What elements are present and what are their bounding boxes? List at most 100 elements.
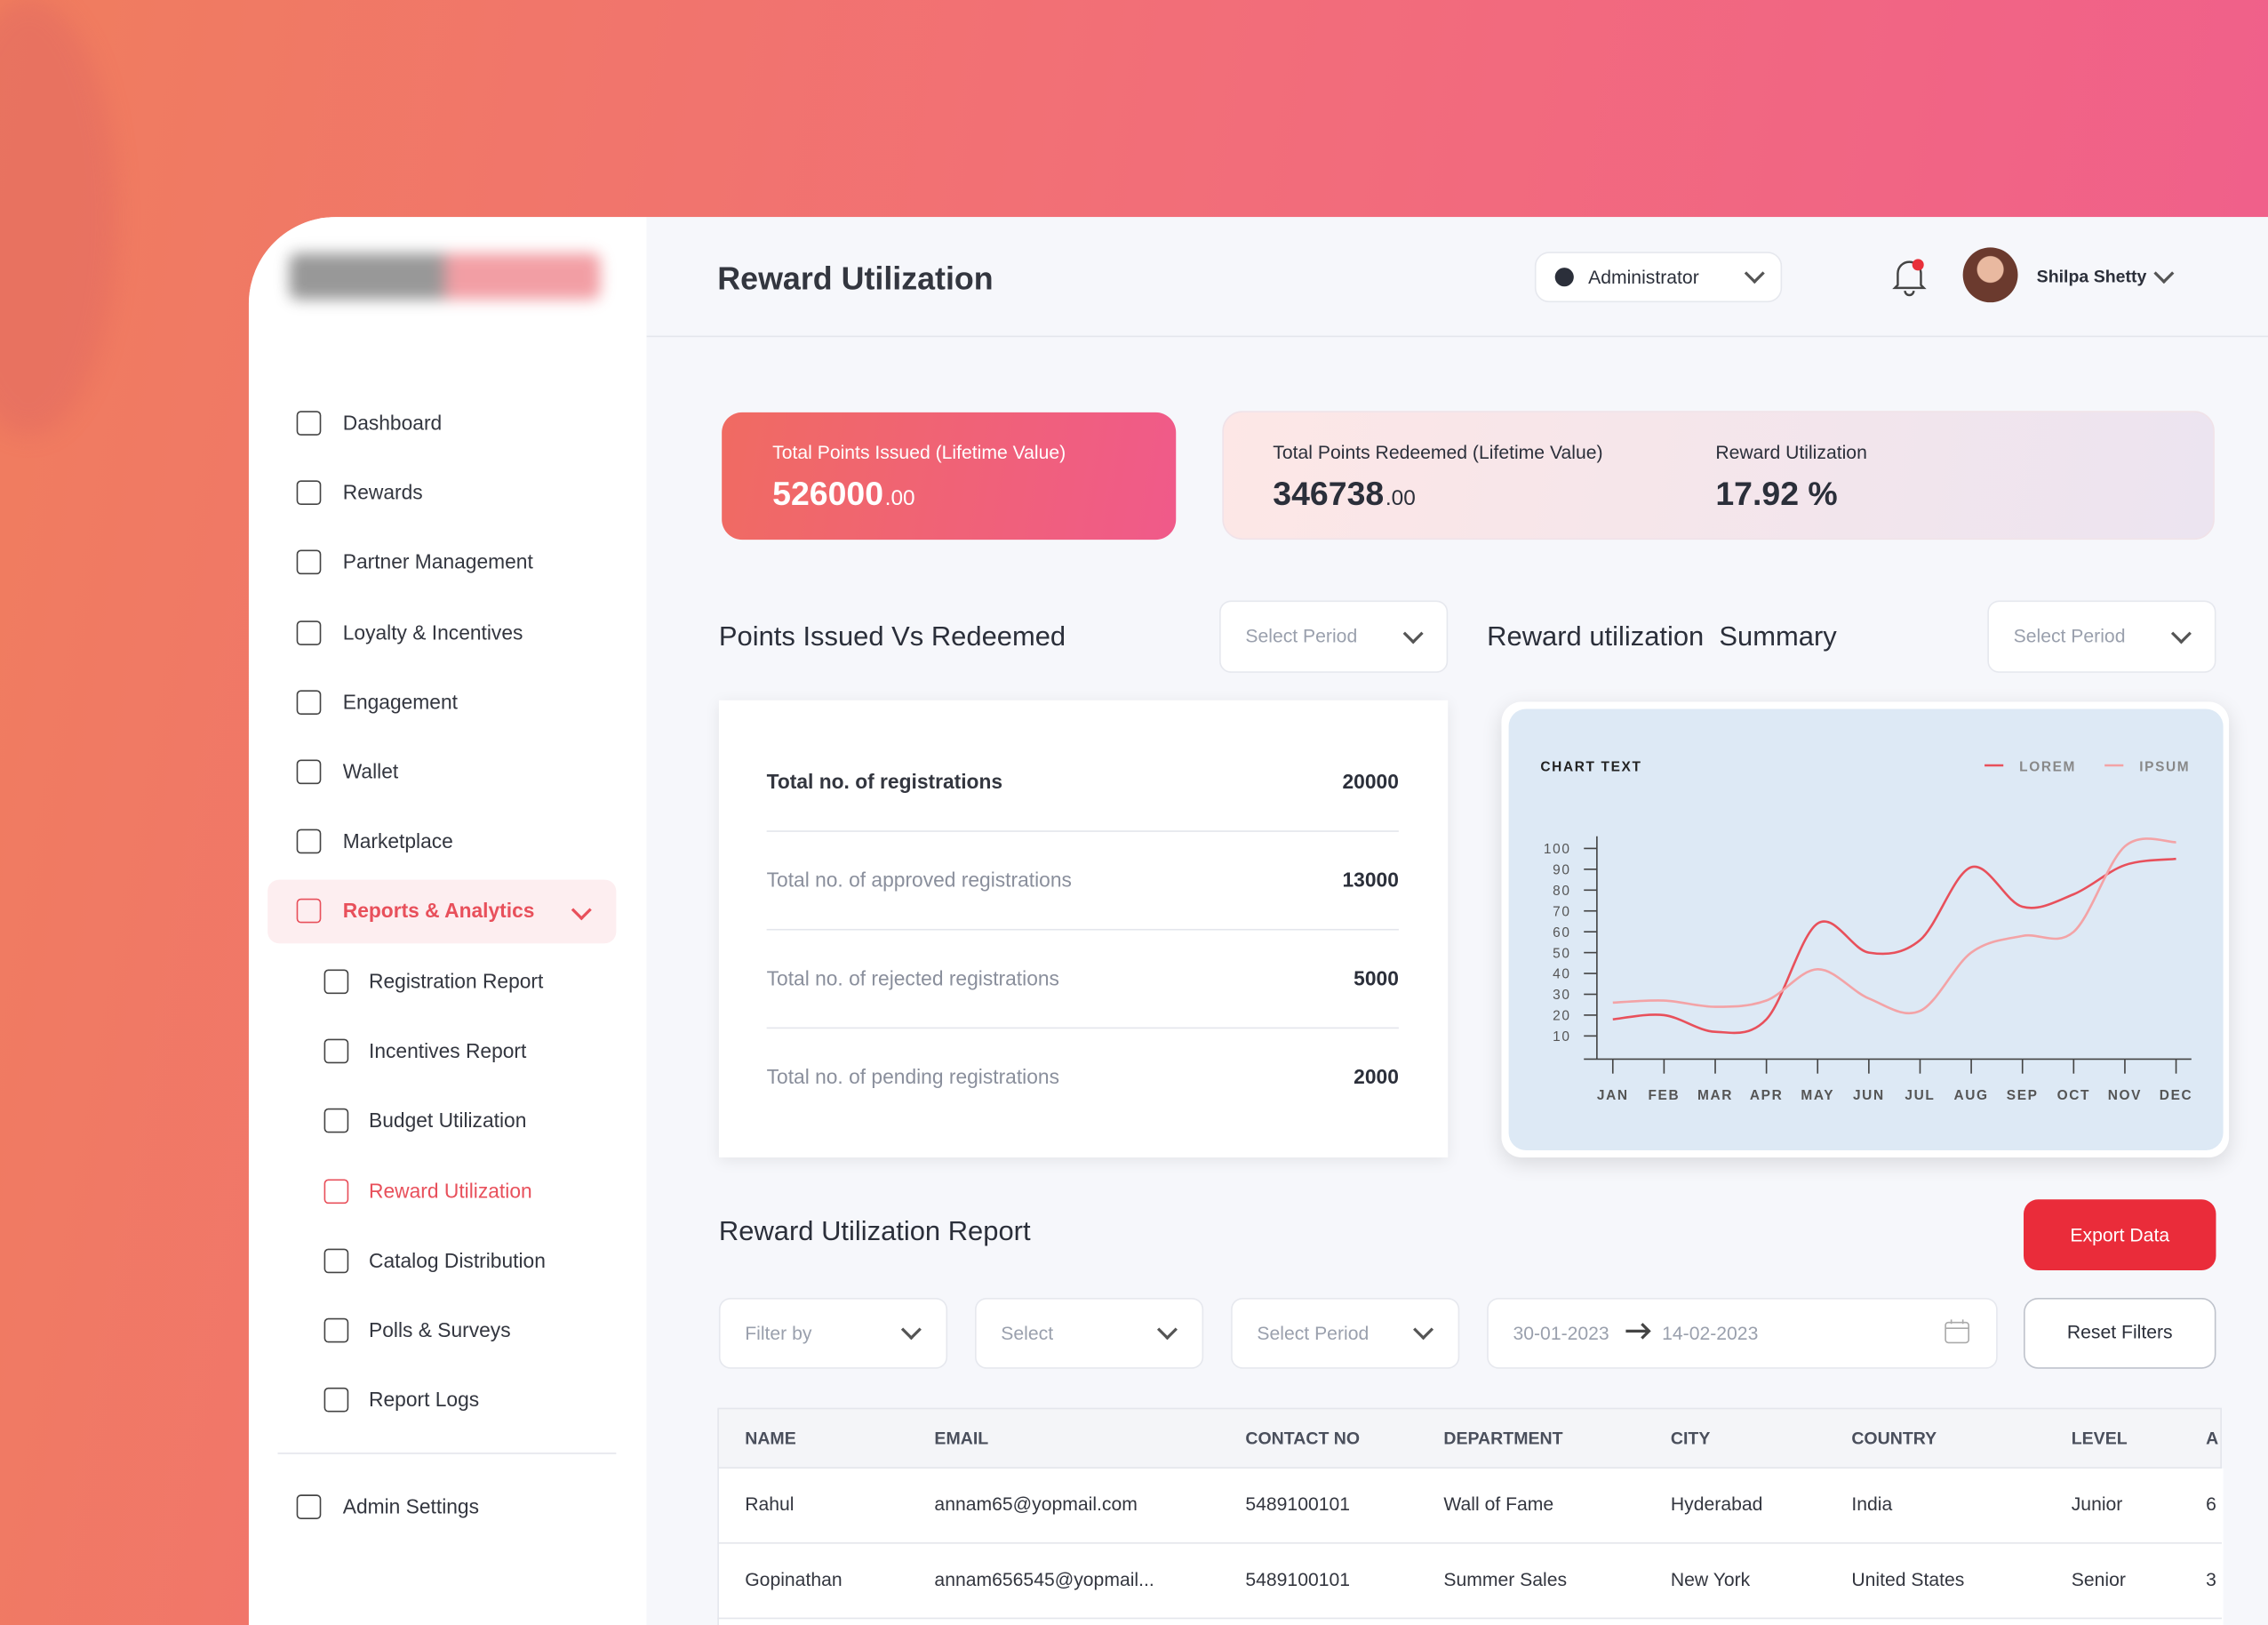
- legend-label: IPSUM: [2139, 760, 2190, 775]
- submenu-item[interactable]: Catalog Distribution: [369, 1248, 546, 1272]
- column-header: A: [2206, 1428, 2219, 1449]
- chart-title: CHART TEXT: [1540, 760, 1641, 775]
- menu-icon: [296, 759, 322, 785]
- reset-button[interactable]: [2024, 1297, 2216, 1369]
- table-cell: United States: [1851, 1568, 1965, 1590]
- menu-item[interactable]: Reports & Analytics: [342, 899, 535, 923]
- reset-label: Reset Filters: [2066, 1320, 2173, 1343]
- row-value: 5000: [1354, 966, 1399, 990]
- bell-icon[interactable]: [1890, 256, 1928, 297]
- menu-icon: [296, 620, 322, 645]
- user-name: Shilpa Shetty: [2036, 266, 2147, 287]
- avatar[interactable]: [1962, 247, 2018, 303]
- filter-placeholder: Select Period: [1257, 1322, 1370, 1345]
- date-range[interactable]: [1487, 1297, 1998, 1369]
- active-bg: [268, 879, 617, 944]
- table-cell: Hyderabad: [1670, 1493, 1763, 1516]
- stat-card: [1222, 411, 2215, 540]
- menu-icon: [323, 1178, 349, 1204]
- stat-label: Total Points Issued (Lifetime Value): [772, 441, 1066, 463]
- y-tick-label: 70: [1553, 904, 1570, 919]
- y-tick-label: 90: [1553, 863, 1570, 878]
- chart-bg: [1508, 708, 2224, 1150]
- menu-item[interactable]: Rewards: [342, 480, 423, 504]
- x-tick-label: AUG: [1953, 1088, 1988, 1103]
- filter-select[interactable]: [718, 1297, 948, 1369]
- filter-select[interactable]: [1231, 1297, 1460, 1369]
- menu-icon: [296, 899, 322, 925]
- table-body: [717, 1469, 2224, 1625]
- menu-item[interactable]: Engagement: [342, 690, 458, 714]
- table-cell: Rahul: [745, 1493, 795, 1516]
- row-label: Total no. of pending registrations: [766, 1064, 1059, 1088]
- y-tick-label: 50: [1553, 946, 1570, 961]
- x-tick-label: JAN: [1597, 1088, 1629, 1103]
- menu-item[interactable]: Wallet: [342, 759, 399, 783]
- table-cell: Junior: [2071, 1493, 2123, 1516]
- calendar-icon[interactable]: [1944, 1318, 1969, 1344]
- arrow: [1625, 1323, 1651, 1340]
- row-value: 13000: [1342, 868, 1399, 892]
- menu-icon: [323, 1248, 349, 1273]
- y-tick-label: 30: [1553, 988, 1570, 1003]
- menu-item[interactable]: Loyalty & Incentives: [342, 620, 523, 644]
- date-to: 14-02-2023: [1662, 1322, 1759, 1345]
- table-cell: New York: [1670, 1568, 1751, 1590]
- submenu-item[interactable]: Registration Report: [369, 969, 544, 993]
- registration-card: [718, 700, 1449, 1158]
- date-from: 30-01-2023: [1513, 1322, 1609, 1345]
- section-title: Reward utilization Summary: [1487, 621, 1837, 653]
- role-dropdown[interactable]: [1534, 252, 1783, 303]
- menu-icon: [296, 550, 322, 575]
- submenu-item[interactable]: Budget Utilization: [369, 1109, 527, 1133]
- filter-select[interactable]: [975, 1297, 1204, 1369]
- table-cell: Wall of Fame: [1443, 1493, 1554, 1516]
- table-cell: Senior: [2071, 1568, 2126, 1590]
- table-cell: annam656545@yopmail...: [934, 1568, 1154, 1590]
- row-divider: [766, 928, 1399, 931]
- row-divider: [717, 1542, 2222, 1544]
- x-tick-label: JUL: [1905, 1088, 1935, 1103]
- y-tick-label: 10: [1553, 1029, 1570, 1045]
- menu-item[interactable]: Marketplace: [342, 829, 453, 853]
- section-title: Reward Utilization Report: [718, 1216, 1031, 1247]
- y-tick-label: 100: [1544, 842, 1571, 857]
- table-cell: India: [1851, 1493, 1893, 1516]
- period-select[interactable]: [1219, 600, 1449, 673]
- y-tick-label: 40: [1553, 967, 1570, 982]
- table-cell: 5489100101: [1245, 1568, 1351, 1590]
- menu-item[interactable]: Dashboard: [342, 411, 443, 435]
- x-tick-label: FEB: [1648, 1088, 1680, 1103]
- stat-value: 17.92 %: [1715, 474, 1838, 513]
- x-tick-label: SEP: [2007, 1088, 2039, 1103]
- submenu-item[interactable]: Polls & Surveys: [369, 1317, 511, 1341]
- stat-value: 346738: [1273, 474, 1385, 513]
- section-title: Points Issued Vs Redeemed: [718, 621, 1066, 653]
- column-header: CITY: [1670, 1428, 1711, 1449]
- menu-icon: [296, 829, 322, 854]
- menu-icon: [323, 969, 349, 995]
- x-tick-label: APR: [1750, 1088, 1784, 1103]
- divider: [277, 1453, 617, 1454]
- menu-icon: [296, 1494, 322, 1519]
- menu-icon: [323, 1317, 349, 1343]
- filter-placeholder: Filter by: [745, 1322, 812, 1345]
- submenu-item[interactable]: Report Logs: [369, 1388, 480, 1412]
- row-divider: [766, 830, 1399, 832]
- menu-icon: [296, 411, 322, 436]
- row-label: Total no. of approved registrations: [766, 868, 1072, 892]
- menu-icon: [323, 1109, 349, 1134]
- row-label: Total no. of registrations: [766, 769, 1003, 793]
- stat-card: [722, 412, 1177, 540]
- period-select[interactable]: [1987, 600, 2216, 673]
- menu-icon: [296, 480, 322, 506]
- menu-item[interactable]: Partner Management: [342, 550, 533, 574]
- submenu-item[interactable]: Incentives Report: [369, 1038, 527, 1062]
- menu-item[interactable]: Admin Settings: [342, 1494, 480, 1518]
- submenu-item[interactable]: Reward Utilization: [369, 1178, 532, 1202]
- export-button[interactable]: [2024, 1199, 2216, 1271]
- logo-blurred: [289, 252, 601, 300]
- column-header: COUNTRY: [1851, 1428, 1937, 1449]
